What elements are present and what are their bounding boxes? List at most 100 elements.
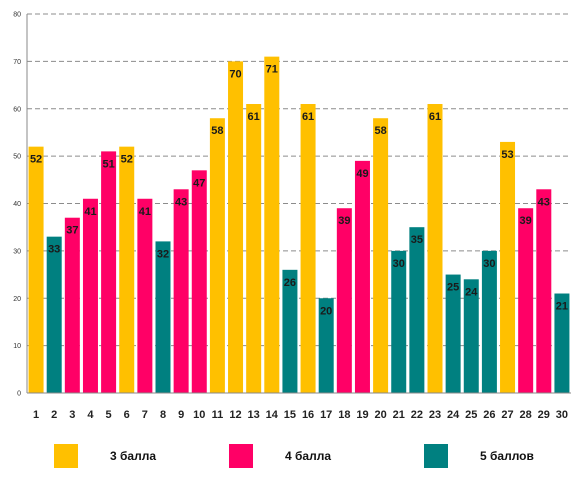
bar-5 (101, 151, 117, 393)
data-label-26: 30 (483, 258, 495, 270)
x-tick-label-15: 15 (284, 409, 296, 421)
x-tick-label-26: 26 (483, 409, 495, 421)
data-label-29: 43 (538, 196, 550, 208)
data-label-1: 52 (30, 154, 42, 166)
y-tick-label: 80 (13, 12, 21, 19)
data-label-14: 71 (266, 64, 278, 76)
legend-item-3: 3 балла (54, 443, 156, 469)
data-label-11: 58 (211, 125, 223, 137)
x-tick-label-24: 24 (447, 409, 460, 421)
legend-label-3: 3 балла (110, 449, 157, 463)
data-label-21: 30 (393, 258, 405, 270)
x-tick-label-25: 25 (465, 409, 477, 421)
data-label-9: 43 (175, 196, 187, 208)
legend-swatch-3 (54, 444, 78, 468)
x-tick-label-6: 6 (124, 409, 130, 421)
data-label-24: 25 (447, 282, 459, 294)
bar-28 (518, 208, 534, 393)
data-label-27: 53 (501, 149, 513, 161)
x-tick-label-8: 8 (160, 409, 166, 421)
data-label-25: 24 (465, 286, 478, 298)
bar-12 (228, 61, 244, 393)
legend-label-4: 4 балла (285, 449, 332, 463)
x-tick-label-21: 21 (393, 409, 405, 421)
x-tick-label-9: 9 (178, 409, 184, 421)
bar-24 (445, 274, 461, 393)
bar-30 (554, 293, 570, 393)
bar-2 (46, 236, 62, 393)
data-label-20: 58 (374, 125, 386, 137)
bar-15 (282, 269, 298, 393)
bar-25 (463, 279, 479, 393)
bar-22 (409, 227, 425, 393)
x-tick-label-12: 12 (229, 409, 241, 421)
x-tick-label-22: 22 (411, 409, 423, 421)
bar-14 (264, 56, 280, 393)
x-tick-label-20: 20 (374, 409, 386, 421)
data-label-15: 26 (284, 277, 296, 289)
bars (28, 56, 570, 393)
bar-23 (427, 104, 443, 393)
data-label-7: 41 (139, 206, 151, 218)
x-tick-label-17: 17 (320, 409, 332, 421)
bar-16 (300, 104, 316, 393)
x-tick-label-18: 18 (338, 409, 350, 421)
bar-9 (173, 189, 189, 393)
y-tick-label: 70 (13, 59, 21, 66)
bar-20 (373, 118, 389, 393)
data-label-18: 39 (338, 215, 350, 227)
x-axis-ticks: 1 2 3 4 5 6 7 8 9 10 11 12 13 14 15 16 17 18 19 20 21 22 23 24 2… (33, 409, 568, 421)
x-tick-label-10: 10 (193, 409, 205, 421)
x-tick-label-19: 19 (356, 409, 368, 421)
bar-19 (354, 160, 370, 393)
bar-8 (155, 241, 171, 393)
legend-swatch-4 (229, 444, 253, 468)
y-tick-label: 10 (13, 343, 21, 350)
bar-26 (481, 250, 497, 393)
bar-6 (119, 146, 135, 393)
bar-18 (336, 208, 352, 393)
y-tick-label: 40 (13, 201, 21, 208)
x-tick-label-7: 7 (142, 409, 148, 421)
data-label-28: 39 (520, 215, 532, 227)
data-label-22: 35 (411, 234, 423, 246)
x-tick-label-14: 14 (266, 409, 279, 421)
y-tick-label: 0 (17, 391, 21, 398)
data-label-16: 61 (302, 111, 314, 123)
x-tick-label-29: 29 (538, 409, 550, 421)
data-label-2: 33 (48, 244, 60, 256)
data-label-4: 41 (84, 206, 96, 218)
x-tick-label-5: 5 (106, 409, 112, 421)
data-label-6: 52 (121, 154, 133, 166)
data-label-5: 51 (102, 158, 114, 170)
x-tick-label-1: 1 (33, 409, 39, 421)
y-tick-label: 50 (13, 154, 21, 161)
data-label-30: 21 (556, 301, 568, 313)
data-label-23: 61 (429, 111, 441, 123)
bar-4 (82, 198, 98, 393)
bar-27 (500, 141, 516, 393)
x-tick-label-27: 27 (501, 409, 513, 421)
data-label-17: 20 (320, 305, 332, 317)
x-tick-label-11: 11 (212, 409, 224, 421)
y-axis-ticks: 0 10 20 30 40 50 60 70 80 (13, 12, 21, 398)
y-tick-label: 60 (13, 106, 21, 113)
data-label-3: 37 (66, 225, 78, 237)
legend-item-4: 4 балла (229, 443, 331, 469)
bar-1 (28, 146, 44, 393)
data-label-12: 70 (229, 68, 241, 80)
data-label-13: 61 (248, 111, 260, 123)
bar-11 (209, 118, 225, 393)
x-tick-label-16: 16 (302, 409, 314, 421)
x-tick-label-4: 4 (87, 409, 94, 421)
bar-21 (391, 250, 407, 393)
data-label-10: 47 (193, 177, 205, 189)
bar-13 (246, 104, 262, 393)
x-tick-label-23: 23 (429, 409, 441, 421)
legend-item-5: 5 баллов (424, 443, 534, 469)
y-tick-label: 20 (13, 296, 21, 303)
x-tick-label-30: 30 (556, 409, 568, 421)
y-tick-label: 30 (13, 248, 21, 255)
legend-swatch-5 (424, 444, 448, 468)
